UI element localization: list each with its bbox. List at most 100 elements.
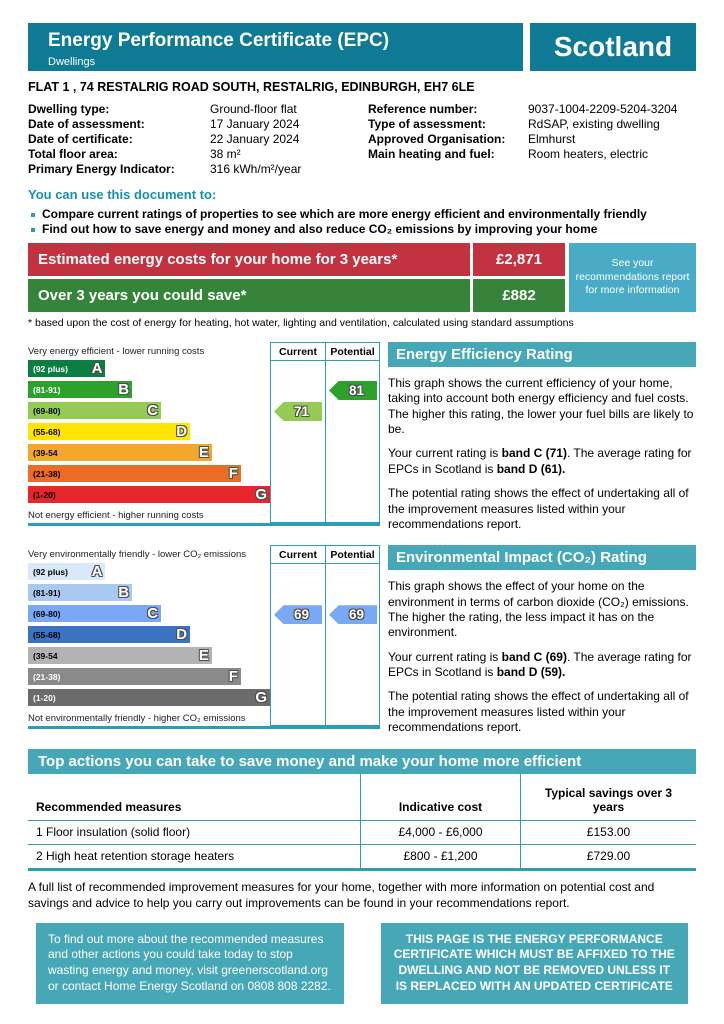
page-subtitle: Dwellings: [48, 56, 96, 68]
band-bar-C: (69-80) C: [28, 605, 162, 623]
band-range: (39-54: [33, 447, 58, 458]
band-letter: B: [118, 584, 130, 602]
potential-savings-row: Over 3 years you could save* £882: [28, 279, 565, 312]
details-left-column: Dwelling type: Ground-floor flat Date of…: [28, 102, 360, 177]
band-row: (92 plus) A: [28, 563, 270, 584]
band-letter: A: [91, 360, 103, 377]
panel-paragraph: Your current rating is band C (69). The …: [388, 649, 692, 680]
detail-label: Primary Energy Indicator:: [28, 162, 175, 176]
energy-efficiency-panel: Energy Efficiency Rating This graph show…: [388, 342, 696, 532]
panel-title: Environmental Impact (CO₂) Rating: [388, 545, 696, 571]
band-bar-G: (1-20) G: [28, 689, 270, 707]
page-title: Energy Performance Certificate (EPC): [48, 30, 390, 51]
chart-bars-region: Very environmentally friendly - lower CO…: [28, 545, 270, 726]
panel-paragraph: This graph shows the current efficiency …: [388, 376, 694, 437]
energy-efficiency-section: Very energy efficient - lower running co…: [28, 342, 696, 532]
cost-rows: Estimated energy costs for your home for…: [28, 243, 565, 312]
top-actions-title: Top actions you can take to save money a…: [28, 749, 696, 775]
property-address: FLAT 1 , 74 RESTALRIG ROAD SOUTH, RESTAL…: [28, 80, 475, 94]
current-header: Current: [271, 546, 325, 565]
detail-row: Total floor area: 38 m²: [28, 147, 360, 162]
band-row: (55-68) D: [28, 626, 270, 647]
band-range: (1-20): [33, 692, 56, 703]
detail-row: Date of certificate: 22 January 2024: [28, 132, 360, 147]
chart-bars-region: Very energy efficient - lower running co…: [28, 342, 270, 523]
usage-bullet: Compare current ratings of properties to…: [28, 207, 696, 222]
detail-value: 38 m²: [210, 147, 241, 161]
cost-cell: £4,000 - £6,000: [360, 821, 520, 846]
detail-label: Date of assessment:: [28, 117, 145, 131]
band-row: (69-80) C: [28, 605, 270, 626]
band-row: (39-54 E: [28, 647, 270, 668]
banner-main: Energy Performance Certificate (EPC) Dwe…: [28, 23, 523, 71]
full-list-note: A full list of recommended improvement m…: [28, 880, 655, 911]
usage-bullet-text: Find out how to save energy and money an…: [42, 222, 598, 236]
chart-top-label: Very environmentally friendly - lower CO…: [28, 549, 247, 561]
panel-paragraph: The potential rating shows the effect of…: [388, 689, 689, 735]
current-body: 71: [271, 361, 325, 521]
band-row: (39-54 E: [28, 444, 270, 465]
detail-label: Main heating and fuel:: [368, 147, 495, 161]
band-bar-A: (92 plus) A: [28, 563, 106, 581]
band-row: (69-80) C: [28, 402, 270, 423]
savings-cell: £153.00: [520, 821, 696, 846]
detail-row: Date of assessment: 17 January 2024: [28, 117, 360, 132]
detail-label: Total floor area:: [28, 147, 118, 161]
band-bar-D: (55-68) D: [28, 423, 191, 440]
savings-cell: £729.00: [520, 845, 696, 869]
energy-efficiency-chart: Very energy efficient - lower running co…: [28, 342, 380, 526]
region-badge: Scotland: [530, 23, 696, 71]
band-range: (1-20): [33, 489, 56, 500]
current-rating-arrow: 71: [274, 402, 322, 421]
band-letter: F: [228, 465, 238, 482]
detail-value: Room heaters, electric: [528, 147, 649, 161]
chart-bands: (92 plus) A (81-91) B (69-80) C (55-68) D (39-54…: [28, 360, 270, 507]
usage-bullet: Find out how to save energy and money an…: [28, 222, 696, 237]
potential-header: Potential: [326, 343, 379, 361]
band-row: (1-20) G: [28, 486, 270, 507]
band-row: (1-20) G: [28, 689, 270, 710]
detail-row: Primary Energy Indicator: 316 kWh/m²/yea…: [28, 162, 360, 177]
band-letter: B: [118, 381, 130, 398]
band-letter: C: [147, 402, 159, 419]
detail-label: Approved Organisation:: [368, 132, 506, 146]
band-range: (55-68): [33, 426, 61, 437]
band-range: (21-38): [33, 671, 61, 682]
column-header-cost: Indicative cost: [360, 774, 520, 822]
band-bar-E: (39-54 E: [28, 444, 212, 461]
chart-bands: (92 plus) A (81-91) B (69-80) C (55-68) D (39-54…: [28, 563, 270, 710]
column-header-savings: Typical savings over 3 years: [520, 774, 696, 822]
potential-column: Potential 69: [325, 546, 379, 726]
detail-value: 17 January 2024: [210, 117, 300, 131]
detail-label: Reference number:: [368, 102, 478, 116]
band-range: (81-91): [33, 587, 61, 598]
estimated-costs-row: Estimated energy costs for your home for…: [28, 243, 565, 276]
recommendations-aside: See your recommendations report for more…: [569, 243, 696, 312]
environmental-impact-chart: Very environmentally friendly - lower CO…: [28, 545, 380, 730]
band-bar-A: (92 plus) A: [28, 360, 106, 377]
band-row: (92 plus) A: [28, 360, 270, 381]
band-letter: F: [228, 668, 238, 686]
bullet-icon: [31, 228, 35, 232]
usage-heading: You can use this document to:: [28, 187, 217, 202]
detail-row: Dwelling type: Ground-floor flat: [28, 102, 360, 117]
detail-row: Reference number: 9037-1004-2209-5204-32…: [368, 102, 696, 117]
band-bar-B: (81-91) B: [28, 381, 133, 398]
footer-boxes: To find out more about the recommended m…: [28, 922, 696, 1004]
band-range: (81-91): [33, 384, 61, 395]
potential-column: Potential 81: [325, 343, 379, 522]
detail-row: Approved Organisation: Elmhurst: [368, 132, 696, 147]
bullet-icon: [31, 213, 35, 217]
band-row: (81-91) B: [28, 584, 270, 605]
potential-header: Potential: [326, 546, 379, 565]
band-range: (55-68): [33, 629, 61, 640]
band-bar-G: (1-20) G: [28, 486, 270, 503]
detail-value: RdSAP, existing dwelling: [528, 117, 660, 131]
potential-body: 81: [326, 361, 379, 521]
cost-cell: £800 - £1,200: [360, 845, 520, 869]
potential-savings-label: Over 3 years you could save*: [28, 279, 470, 312]
detail-row: Type of assessment: RdSAP, existing dwel…: [368, 117, 696, 132]
band-range: (69-80): [33, 405, 61, 416]
cost-footnote: * based upon the cost of energy for heat…: [28, 317, 574, 329]
